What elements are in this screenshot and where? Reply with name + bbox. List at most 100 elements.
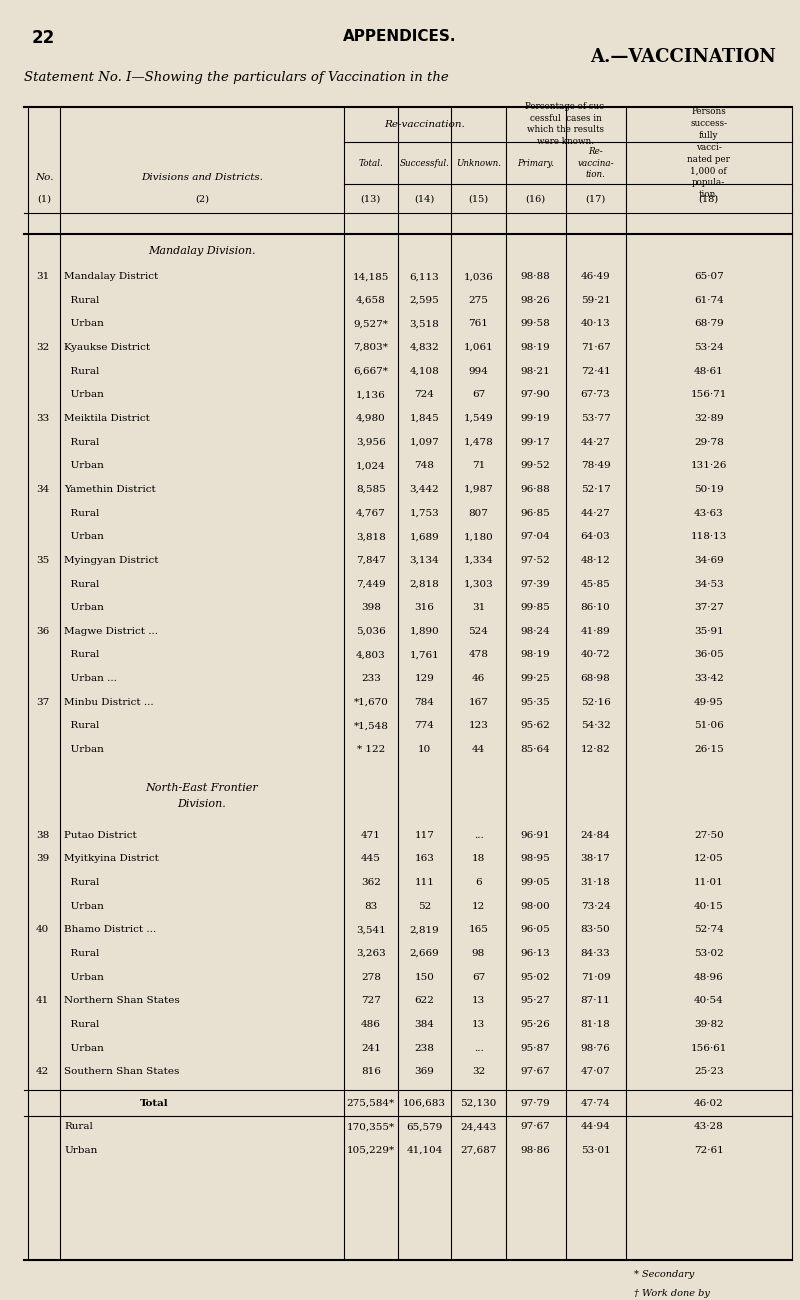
Text: 95·87: 95·87 (521, 1044, 550, 1053)
Text: 53·02: 53·02 (694, 949, 724, 958)
Text: 31: 31 (36, 272, 49, 281)
Text: (17): (17) (586, 194, 606, 203)
Text: 2,669: 2,669 (410, 949, 439, 958)
Text: 32: 32 (36, 343, 49, 352)
Text: 278: 278 (361, 972, 381, 982)
Text: 72·41: 72·41 (581, 367, 610, 376)
Text: 471: 471 (361, 831, 381, 840)
Text: 98·95: 98·95 (521, 854, 550, 863)
Text: 4,980: 4,980 (356, 413, 386, 423)
Text: ...: ... (474, 831, 483, 840)
Text: 170,355*: 170,355* (346, 1122, 395, 1131)
Text: Rural: Rural (64, 296, 99, 304)
Text: A.—VACCINATION: A.—VACCINATION (590, 48, 776, 66)
Text: 44·27: 44·27 (581, 508, 610, 517)
Text: 994: 994 (469, 367, 488, 376)
Text: Statement No. I—Showing the particulars of Vaccination in the: Statement No. I—Showing the particulars … (24, 72, 449, 84)
Text: 36: 36 (36, 627, 49, 636)
Text: 1,061: 1,061 (463, 343, 494, 352)
Text: 156·61: 156·61 (690, 1044, 727, 1053)
Text: 31·18: 31·18 (581, 878, 610, 887)
Text: 98·26: 98·26 (521, 296, 550, 304)
Text: 156·71: 156·71 (690, 390, 727, 399)
Text: *1,670: *1,670 (354, 698, 388, 707)
Text: 41·89: 41·89 (581, 627, 610, 636)
Text: Urban: Urban (64, 462, 104, 471)
Text: 47·74: 47·74 (581, 1098, 610, 1108)
Text: 478: 478 (469, 650, 488, 659)
Text: 167: 167 (469, 698, 488, 707)
Text: 46: 46 (472, 675, 485, 682)
Text: Rural: Rural (64, 508, 99, 517)
Text: Total: Total (140, 1098, 169, 1108)
Text: APPENDICES.: APPENDICES. (343, 29, 457, 44)
Text: Urban: Urban (64, 972, 104, 982)
Text: 1,753: 1,753 (410, 508, 439, 517)
Text: 99·25: 99·25 (521, 675, 550, 682)
Text: 98·24: 98·24 (521, 627, 550, 636)
Text: 3,956: 3,956 (356, 438, 386, 447)
Text: 29·78: 29·78 (694, 438, 724, 447)
Text: *1,548: *1,548 (354, 722, 388, 731)
Text: 1,036: 1,036 (463, 272, 494, 281)
Text: 48·96: 48·96 (694, 972, 724, 982)
Text: 4,108: 4,108 (410, 367, 439, 376)
Text: 1,334: 1,334 (463, 556, 494, 566)
Text: Mandalay District: Mandalay District (64, 272, 158, 281)
Text: Unknown.: Unknown. (456, 159, 501, 168)
Text: 34·69: 34·69 (694, 556, 724, 566)
Text: 41: 41 (36, 996, 49, 1005)
Text: 40·13: 40·13 (581, 320, 610, 329)
Text: 33: 33 (36, 413, 49, 423)
Text: 45·85: 45·85 (581, 580, 610, 589)
Text: 445: 445 (361, 854, 381, 863)
Text: 96·85: 96·85 (521, 508, 550, 517)
Text: 46·02: 46·02 (694, 1098, 724, 1108)
Text: 67: 67 (472, 972, 485, 982)
Text: 71: 71 (472, 462, 485, 471)
Text: 47·07: 47·07 (581, 1067, 610, 1076)
Text: 10: 10 (418, 745, 431, 754)
Text: Bhamo District ...: Bhamo District ... (64, 926, 156, 935)
Text: 4,803: 4,803 (356, 650, 386, 659)
Text: 73·24: 73·24 (581, 902, 610, 911)
Text: 52: 52 (418, 902, 431, 911)
Text: 724: 724 (414, 390, 434, 399)
Text: 384: 384 (414, 1020, 434, 1028)
Text: 65·07: 65·07 (694, 272, 724, 281)
Text: 67·73: 67·73 (581, 390, 610, 399)
Text: 53·24: 53·24 (694, 343, 724, 352)
Text: 123: 123 (469, 722, 488, 731)
Text: 1,180: 1,180 (463, 532, 494, 541)
Text: North-East Frontier: North-East Frontier (146, 784, 258, 793)
Text: 12: 12 (472, 902, 485, 911)
Text: 486: 486 (361, 1020, 381, 1028)
Text: 42: 42 (36, 1067, 49, 1076)
Text: Successful.: Successful. (399, 159, 450, 168)
Text: 97·52: 97·52 (521, 556, 550, 566)
Text: 98·21: 98·21 (521, 367, 550, 376)
Text: Southern Shan States: Southern Shan States (64, 1067, 179, 1076)
Text: 96·13: 96·13 (521, 949, 550, 958)
Text: 98·76: 98·76 (581, 1044, 610, 1053)
Text: 3,541: 3,541 (356, 926, 386, 935)
Text: 807: 807 (469, 508, 488, 517)
Text: Urban: Urban (64, 745, 104, 754)
Text: 86·10: 86·10 (581, 603, 610, 612)
Text: Rural: Rural (64, 367, 99, 376)
Text: (14): (14) (414, 194, 434, 203)
Text: 1,478: 1,478 (463, 438, 494, 447)
Text: 32·89: 32·89 (694, 413, 724, 423)
Text: 67: 67 (472, 390, 485, 399)
Text: 2,595: 2,595 (410, 296, 439, 304)
Text: (18): (18) (698, 194, 719, 203)
Text: 51·06: 51·06 (694, 722, 724, 731)
Text: 99·05: 99·05 (521, 878, 550, 887)
Text: 165: 165 (469, 926, 488, 935)
Text: 9,527*: 9,527* (354, 320, 388, 329)
Text: Minbu District ...: Minbu District ... (64, 698, 154, 707)
Text: 34·53: 34·53 (694, 580, 724, 589)
Text: 275: 275 (469, 296, 488, 304)
Text: Primary.: Primary. (517, 159, 554, 168)
Text: 40·54: 40·54 (694, 996, 724, 1005)
